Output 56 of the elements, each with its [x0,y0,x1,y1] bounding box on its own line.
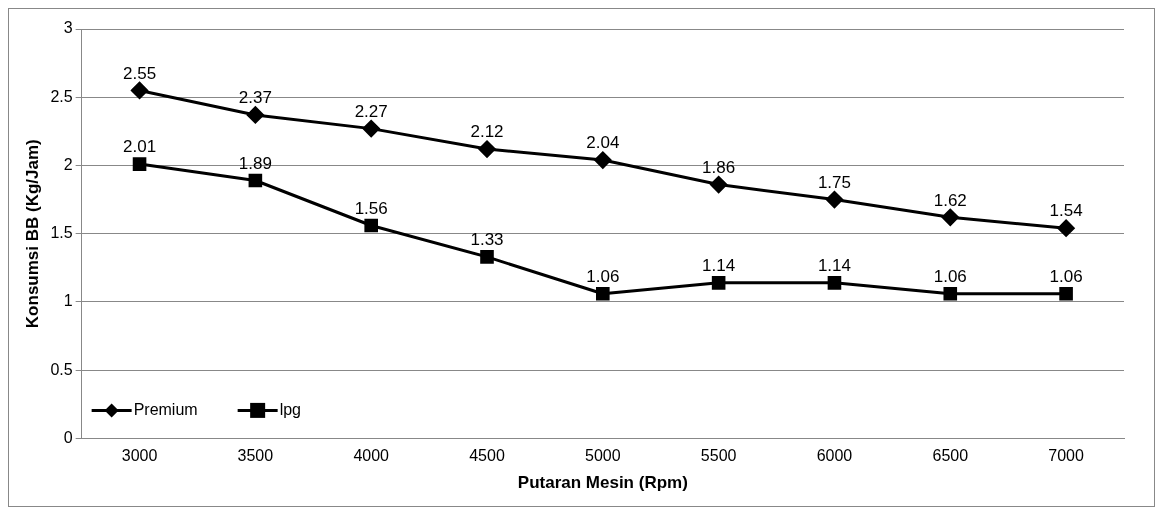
x-axis-title: Putaran Mesin (Rpm) [517,473,688,493]
point [710,176,728,194]
x-tick-label: 4500 [469,447,505,465]
y-axis-title: Konsumsi BB (Kg/Jam) [22,139,42,329]
x-tick-label: 3500 [237,447,274,465]
data-label: 1.06 [1049,266,1083,286]
data-label: 1.06 [933,266,967,286]
y-tick-label: 2 [63,155,73,173]
data-label: 2.37 [238,88,272,108]
data-label: 1.75 [817,172,851,192]
data-label: 2.04 [586,133,620,153]
point [480,250,494,264]
point [362,120,380,138]
point [594,151,612,169]
x-tick-label: 6000 [816,447,853,465]
point [827,276,842,290]
point [132,157,147,171]
x-tick-label: 3000 [121,447,158,465]
data-label: 1.56 [354,198,388,218]
point [943,286,958,301]
point [131,81,149,99]
data-label: 1.06 [586,266,620,286]
data-label: 1.86 [702,157,736,177]
x-tick-label: 5000 [585,447,621,465]
legend-label: Premium [133,400,198,418]
x-tick-label: 6500 [932,447,969,465]
y-tick-label: 1.5 [50,224,73,242]
point [246,106,264,124]
x-tick-label: 5500 [700,447,737,465]
data-label: 2.55 [123,63,157,83]
point [364,218,378,233]
x-tick-label: 7000 [1048,447,1084,465]
y-tick-label: 0.5 [50,360,73,378]
y-tick-label: 0 [63,428,73,446]
y-tick-label: 1 [63,292,73,310]
point [711,276,726,290]
y-tick-label: 2.5 [50,87,73,105]
point [248,173,263,188]
data-label: 1.54 [1049,201,1083,221]
point [478,140,496,158]
data-label: 1.14 [702,256,736,276]
point [1057,219,1075,237]
legend-label: lpg [279,400,302,418]
point [941,208,959,226]
data-label: 1.33 [470,230,504,250]
data-label: 2.12 [470,122,504,142]
point [596,286,610,301]
data-label: 2.01 [123,137,157,157]
data-label: 1.14 [817,256,851,276]
data-label: 1.62 [933,190,967,210]
x-tick-label: 4000 [353,447,390,465]
data-label: 2.27 [354,101,388,121]
point [1059,286,1073,301]
y-tick-label: 3 [63,19,73,37]
data-label: 1.89 [238,153,272,173]
point [825,191,843,209]
